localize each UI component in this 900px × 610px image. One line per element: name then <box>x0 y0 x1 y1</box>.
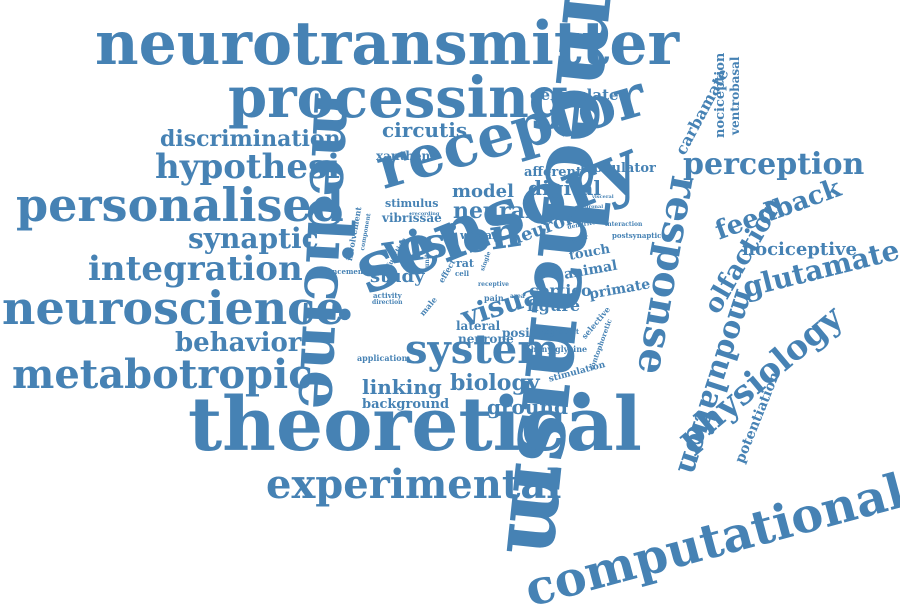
word-ground: ground <box>487 395 568 419</box>
word-neuronal: neuronal <box>578 204 604 210</box>
word-nociceptive: nociceptive <box>742 239 857 260</box>
word-area: area <box>510 293 525 300</box>
word-interaction: interaction <box>605 221 643 228</box>
word-recording: recording <box>412 211 440 217</box>
word-system: system <box>405 326 560 373</box>
word-visceral: visceral <box>592 194 614 200</box>
word-background: background <box>362 397 450 412</box>
word-cortico: cortico <box>529 281 592 300</box>
word-pain: pain <box>484 293 504 303</box>
word-enhancement: enhancement <box>313 267 367 276</box>
word-processing: processing <box>228 65 568 131</box>
word-neurone: neurone <box>458 332 514 346</box>
word-constant: constant <box>545 327 580 336</box>
word-linking: linking <box>362 375 442 399</box>
word-afferent: afferent <box>524 165 582 180</box>
word-model: model <box>452 181 514 202</box>
word-postsynaptic: postsynaptic <box>612 231 662 240</box>
word-neuroscience: neuroscience <box>2 281 345 335</box>
word-ventrobasal: ventrobasal <box>728 56 742 135</box>
word-stimulus: stimulus <box>385 197 439 210</box>
word-modulator: modulator <box>580 161 656 176</box>
word-synaptic: synaptic <box>188 222 319 255</box>
word-integration: integration <box>88 249 303 289</box>
word-positive: positive <box>502 326 555 340</box>
word-metabotropic: metabotropic <box>12 351 313 398</box>
word-figure: figure <box>527 296 581 315</box>
word-personalised: personalised <box>16 178 344 232</box>
word-phenylglycine: phenylglycine <box>525 344 588 354</box>
word-experimental: experimental <box>266 461 562 508</box>
word-cell: cell <box>455 269 470 278</box>
word-digital: digital <box>528 176 601 200</box>
word-study: study <box>370 266 425 287</box>
word-vibrissae: vibrissae <box>382 211 442 225</box>
word-direction: direction <box>372 299 403 306</box>
word-hypothesi: hypothesi <box>155 147 341 187</box>
word-lateral: lateral <box>456 319 501 333</box>
word-rat: rat <box>456 257 475 270</box>
word-male: male <box>417 294 439 318</box>
word-xanthene: xanthene <box>376 149 438 163</box>
word-receptive: receptive <box>478 281 509 288</box>
word-discrimination: discrimination <box>160 126 341 152</box>
word-response: response <box>627 172 709 379</box>
word-perception: perception <box>683 147 865 182</box>
word-neural: neural <box>453 198 534 224</box>
word-wistar: wistar <box>460 229 498 242</box>
word-theoretical: theoretical <box>188 382 642 468</box>
word-behavior: behavior <box>175 328 302 358</box>
word-activity: activity <box>373 291 402 300</box>
word-biology: biology <box>450 370 540 396</box>
word-circutis: circutis <box>382 118 468 142</box>
word-unit: unit <box>424 254 431 268</box>
word-neurotransmitter: neurotransmitter <box>95 9 680 79</box>
word-geniculate: geniculate <box>530 86 619 104</box>
word-application: application <box>357 353 408 363</box>
word-nociception: nociception <box>713 52 728 138</box>
